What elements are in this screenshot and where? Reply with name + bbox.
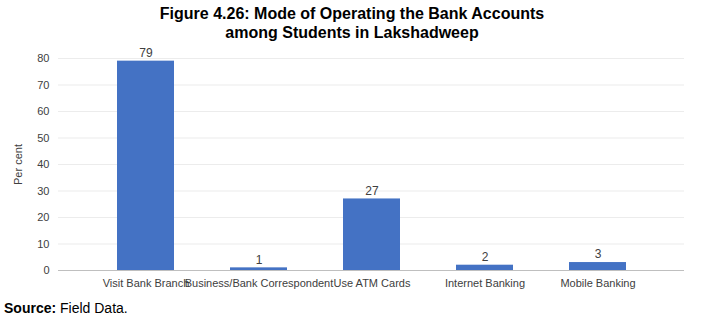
svg-text:60: 60 <box>37 105 49 117</box>
svg-text:Use ATM Cards: Use ATM Cards <box>334 277 411 289</box>
svg-text:20: 20 <box>37 211 49 223</box>
svg-text:79: 79 <box>139 46 153 60</box>
svg-text:10: 10 <box>37 238 49 250</box>
svg-text:Per cent: Per cent <box>12 144 24 185</box>
svg-text:30: 30 <box>37 185 49 197</box>
svg-text:70: 70 <box>37 79 49 91</box>
svg-text:Visit Bank Branch: Visit Bank Branch <box>103 277 190 289</box>
svg-text:3: 3 <box>595 247 602 261</box>
svg-text:Mobile Banking: Mobile Banking <box>560 277 635 289</box>
html-text:Figure 4.26: Mode of Operating: Figure 4.26: Mode of Operating the Bank … <box>159 5 545 41</box>
svg-text:Internet Banking: Internet Banking <box>445 277 525 289</box>
svg-text:80: 80 <box>37 52 49 64</box>
svg-text:0: 0 <box>43 264 49 276</box>
svg-text:1: 1 <box>256 253 263 267</box>
svg-text:2: 2 <box>482 250 489 264</box>
svg-text:50: 50 <box>37 132 49 144</box>
svg-text:40: 40 <box>37 158 49 170</box>
svg-text:Business/Bank Correspondent: Business/Bank Correspondent <box>185 277 334 289</box>
svg-text:27: 27 <box>365 184 379 198</box>
html-text:Source: Field Data.: Source: Field Data. <box>4 300 128 316</box>
